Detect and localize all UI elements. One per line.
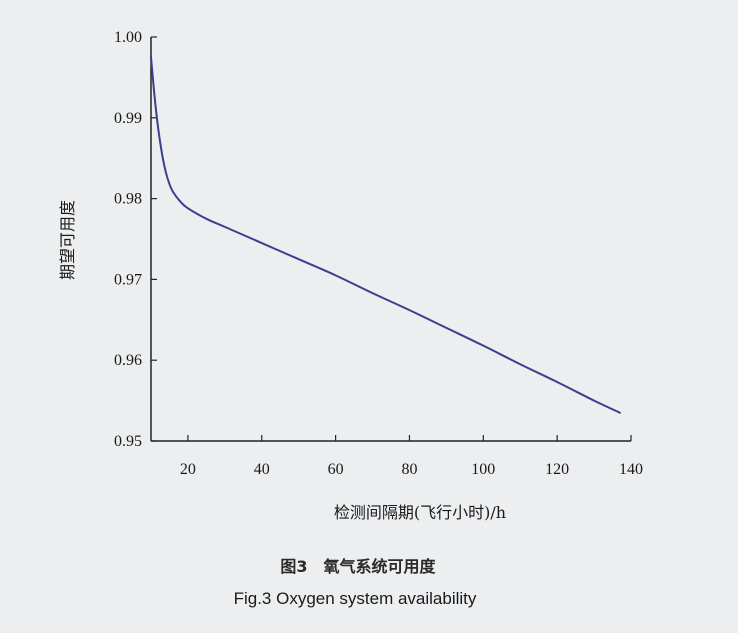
y-tick-label: 1.00 xyxy=(114,29,142,46)
x-tick-label: 40 xyxy=(254,461,270,478)
axes xyxy=(150,37,631,442)
figure-caption-english: Fig.3 Oxygen system availability xyxy=(234,589,477,608)
y-tick-label: 0.97 xyxy=(114,271,142,288)
x-tick-label: 120 xyxy=(545,461,569,478)
x-ticks: 20 40 60 80 100 120 140 xyxy=(180,435,643,478)
x-axis-title: 检测间隔期(飞行小时)/h xyxy=(334,503,506,522)
y-ticks: 0.95 0.96 0.97 0.98 0.99 1.00 xyxy=(114,29,157,450)
y-tick-label: 0.98 xyxy=(114,191,142,208)
availability-curve xyxy=(150,56,621,414)
y-tick-label: 0.96 xyxy=(114,352,142,369)
x-tick-label: 140 xyxy=(619,461,643,478)
figure-caption-chinese: 图3 氧气系统可用度 xyxy=(280,557,436,576)
y-tick-label: 0.95 xyxy=(114,433,142,450)
y-axis-title: 期望可用度 xyxy=(58,200,77,280)
y-tick-label: 0.99 xyxy=(114,110,142,127)
x-tick-label: 20 xyxy=(180,461,196,478)
x-tick-label: 60 xyxy=(328,461,344,478)
x-tick-label: 80 xyxy=(401,461,417,478)
x-tick-label: 100 xyxy=(471,461,495,478)
